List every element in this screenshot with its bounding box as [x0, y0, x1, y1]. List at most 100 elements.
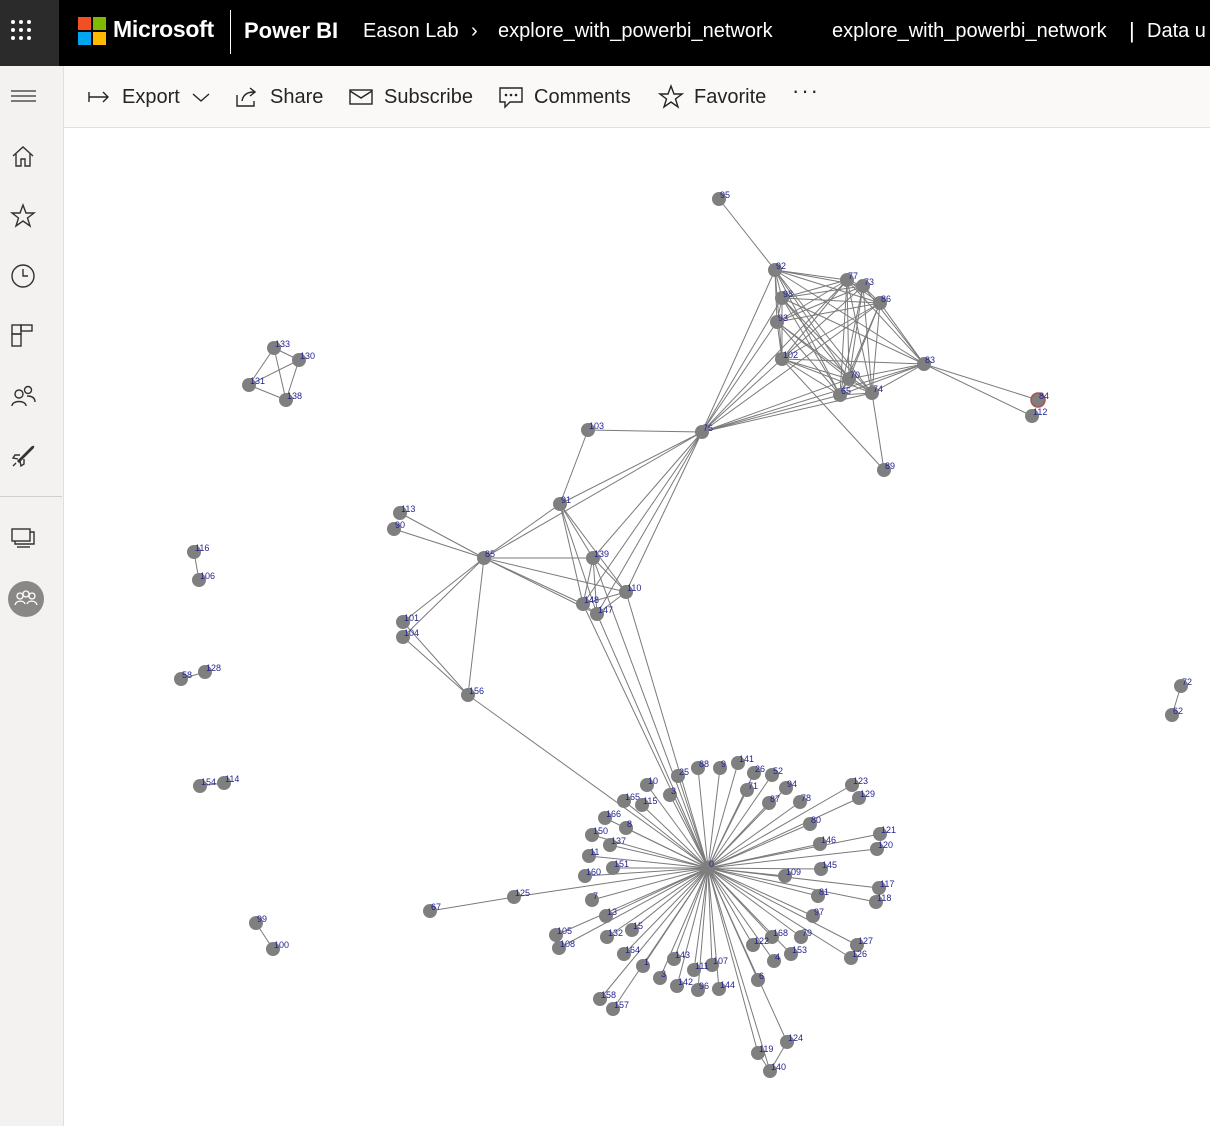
- network-node[interactable]: [619, 821, 633, 835]
- network-node[interactable]: [705, 958, 719, 972]
- network-node[interactable]: [1025, 409, 1039, 423]
- network-node[interactable]: [187, 545, 201, 559]
- network-node[interactable]: [765, 930, 779, 944]
- shared-icon[interactable]: [8, 381, 38, 411]
- network-node[interactable]: [393, 506, 407, 520]
- network-node[interactable]: [840, 273, 854, 287]
- export-button[interactable]: Export: [86, 84, 214, 110]
- network-node[interactable]: [850, 938, 864, 952]
- network-node[interactable]: [586, 551, 600, 565]
- network-node[interactable]: [593, 992, 607, 1006]
- network-node[interactable]: [617, 947, 631, 961]
- network-node[interactable]: [872, 881, 886, 895]
- network-node[interactable]: [198, 665, 212, 679]
- network-node[interactable]: [814, 862, 828, 876]
- network-node[interactable]: [844, 951, 858, 965]
- network-node[interactable]: [174, 672, 188, 686]
- network-node[interactable]: [751, 1046, 765, 1060]
- network-node[interactable]: [870, 842, 884, 856]
- network-node[interactable]: [396, 630, 410, 644]
- network-node[interactable]: [603, 838, 617, 852]
- network-node[interactable]: [625, 923, 639, 937]
- network-node[interactable]: [845, 778, 859, 792]
- network-node[interactable]: [423, 904, 437, 918]
- network-node[interactable]: [619, 585, 633, 599]
- network-node[interactable]: [768, 263, 782, 277]
- network-node[interactable]: [636, 959, 650, 973]
- network-node[interactable]: [917, 357, 931, 371]
- network-node[interactable]: [193, 779, 207, 793]
- network-node[interactable]: [582, 849, 596, 863]
- network-node[interactable]: [813, 837, 827, 851]
- breadcrumb-report[interactable]: explore_with_powerbi_network: [498, 20, 773, 42]
- network-node[interactable]: [833, 388, 847, 402]
- network-node[interactable]: [553, 497, 567, 511]
- network-node[interactable]: [842, 372, 856, 386]
- comments-button[interactable]: Comments: [498, 84, 631, 110]
- network-node[interactable]: [691, 983, 705, 997]
- network-node[interactable]: [869, 895, 883, 909]
- network-node[interactable]: [606, 861, 620, 875]
- network-node[interactable]: [765, 768, 779, 782]
- network-node[interactable]: [691, 761, 705, 775]
- network-node[interactable]: [775, 291, 789, 305]
- share-button[interactable]: Share: [234, 84, 323, 110]
- network-node[interactable]: [671, 769, 685, 783]
- network-node[interactable]: [585, 893, 599, 907]
- network-node[interactable]: [780, 1035, 794, 1049]
- network-node[interactable]: [701, 861, 715, 875]
- network-node[interactable]: [599, 909, 613, 923]
- network-node[interactable]: [803, 817, 817, 831]
- workspaces-icon[interactable]: [8, 522, 38, 552]
- network-node[interactable]: [606, 1002, 620, 1016]
- network-node[interactable]: [1030, 392, 1046, 408]
- network-node[interactable]: [712, 192, 726, 206]
- network-node[interactable]: [585, 828, 599, 842]
- network-node[interactable]: [461, 688, 475, 702]
- network-node[interactable]: [1165, 708, 1179, 722]
- network-node[interactable]: [806, 909, 820, 923]
- network-node[interactable]: [477, 551, 491, 565]
- network-node[interactable]: [687, 963, 701, 977]
- network-node[interactable]: [695, 425, 709, 439]
- network-node[interactable]: [242, 378, 256, 392]
- network-node[interactable]: [712, 982, 726, 996]
- network-node[interactable]: [762, 796, 776, 810]
- network-node[interactable]: [292, 353, 306, 367]
- workspace-group-icon[interactable]: [8, 581, 44, 617]
- network-node[interactable]: [598, 811, 612, 825]
- network-node[interactable]: [1174, 679, 1188, 693]
- network-node[interactable]: [770, 315, 784, 329]
- network-node[interactable]: [811, 889, 825, 903]
- network-node[interactable]: [746, 938, 760, 952]
- network-node[interactable]: [552, 941, 566, 955]
- network-node[interactable]: [852, 791, 866, 805]
- network-node[interactable]: [775, 352, 789, 366]
- network-node[interactable]: [751, 973, 765, 987]
- star-icon[interactable]: [8, 201, 38, 231]
- network-node[interactable]: [713, 761, 727, 775]
- network-node[interactable]: [266, 942, 280, 956]
- network-node[interactable]: [740, 783, 754, 797]
- network-node[interactable]: [731, 756, 745, 770]
- network-node[interactable]: [581, 423, 595, 437]
- network-node[interactable]: [279, 393, 293, 407]
- network-node[interactable]: [747, 766, 761, 780]
- favorite-button[interactable]: Favorite: [658, 84, 766, 110]
- microsoft-brand[interactable]: Microsoft: [113, 16, 214, 42]
- network-node[interactable]: [663, 788, 677, 802]
- app-launcher-icon[interactable]: [0, 0, 59, 66]
- rocket-icon[interactable]: [8, 441, 38, 471]
- network-node[interactable]: [778, 869, 792, 883]
- clock-icon[interactable]: [8, 261, 38, 291]
- subscribe-button[interactable]: Subscribe: [348, 84, 473, 110]
- network-node[interactable]: [873, 827, 887, 841]
- network-node[interactable]: [249, 916, 263, 930]
- network-node[interactable]: [387, 522, 401, 536]
- network-node[interactable]: [873, 296, 887, 310]
- network-node[interactable]: [779, 781, 793, 795]
- network-node[interactable]: [865, 386, 879, 400]
- network-node[interactable]: [396, 615, 410, 629]
- network-node[interactable]: [192, 573, 206, 587]
- power-bi-home-link[interactable]: Power BI: [244, 18, 339, 43]
